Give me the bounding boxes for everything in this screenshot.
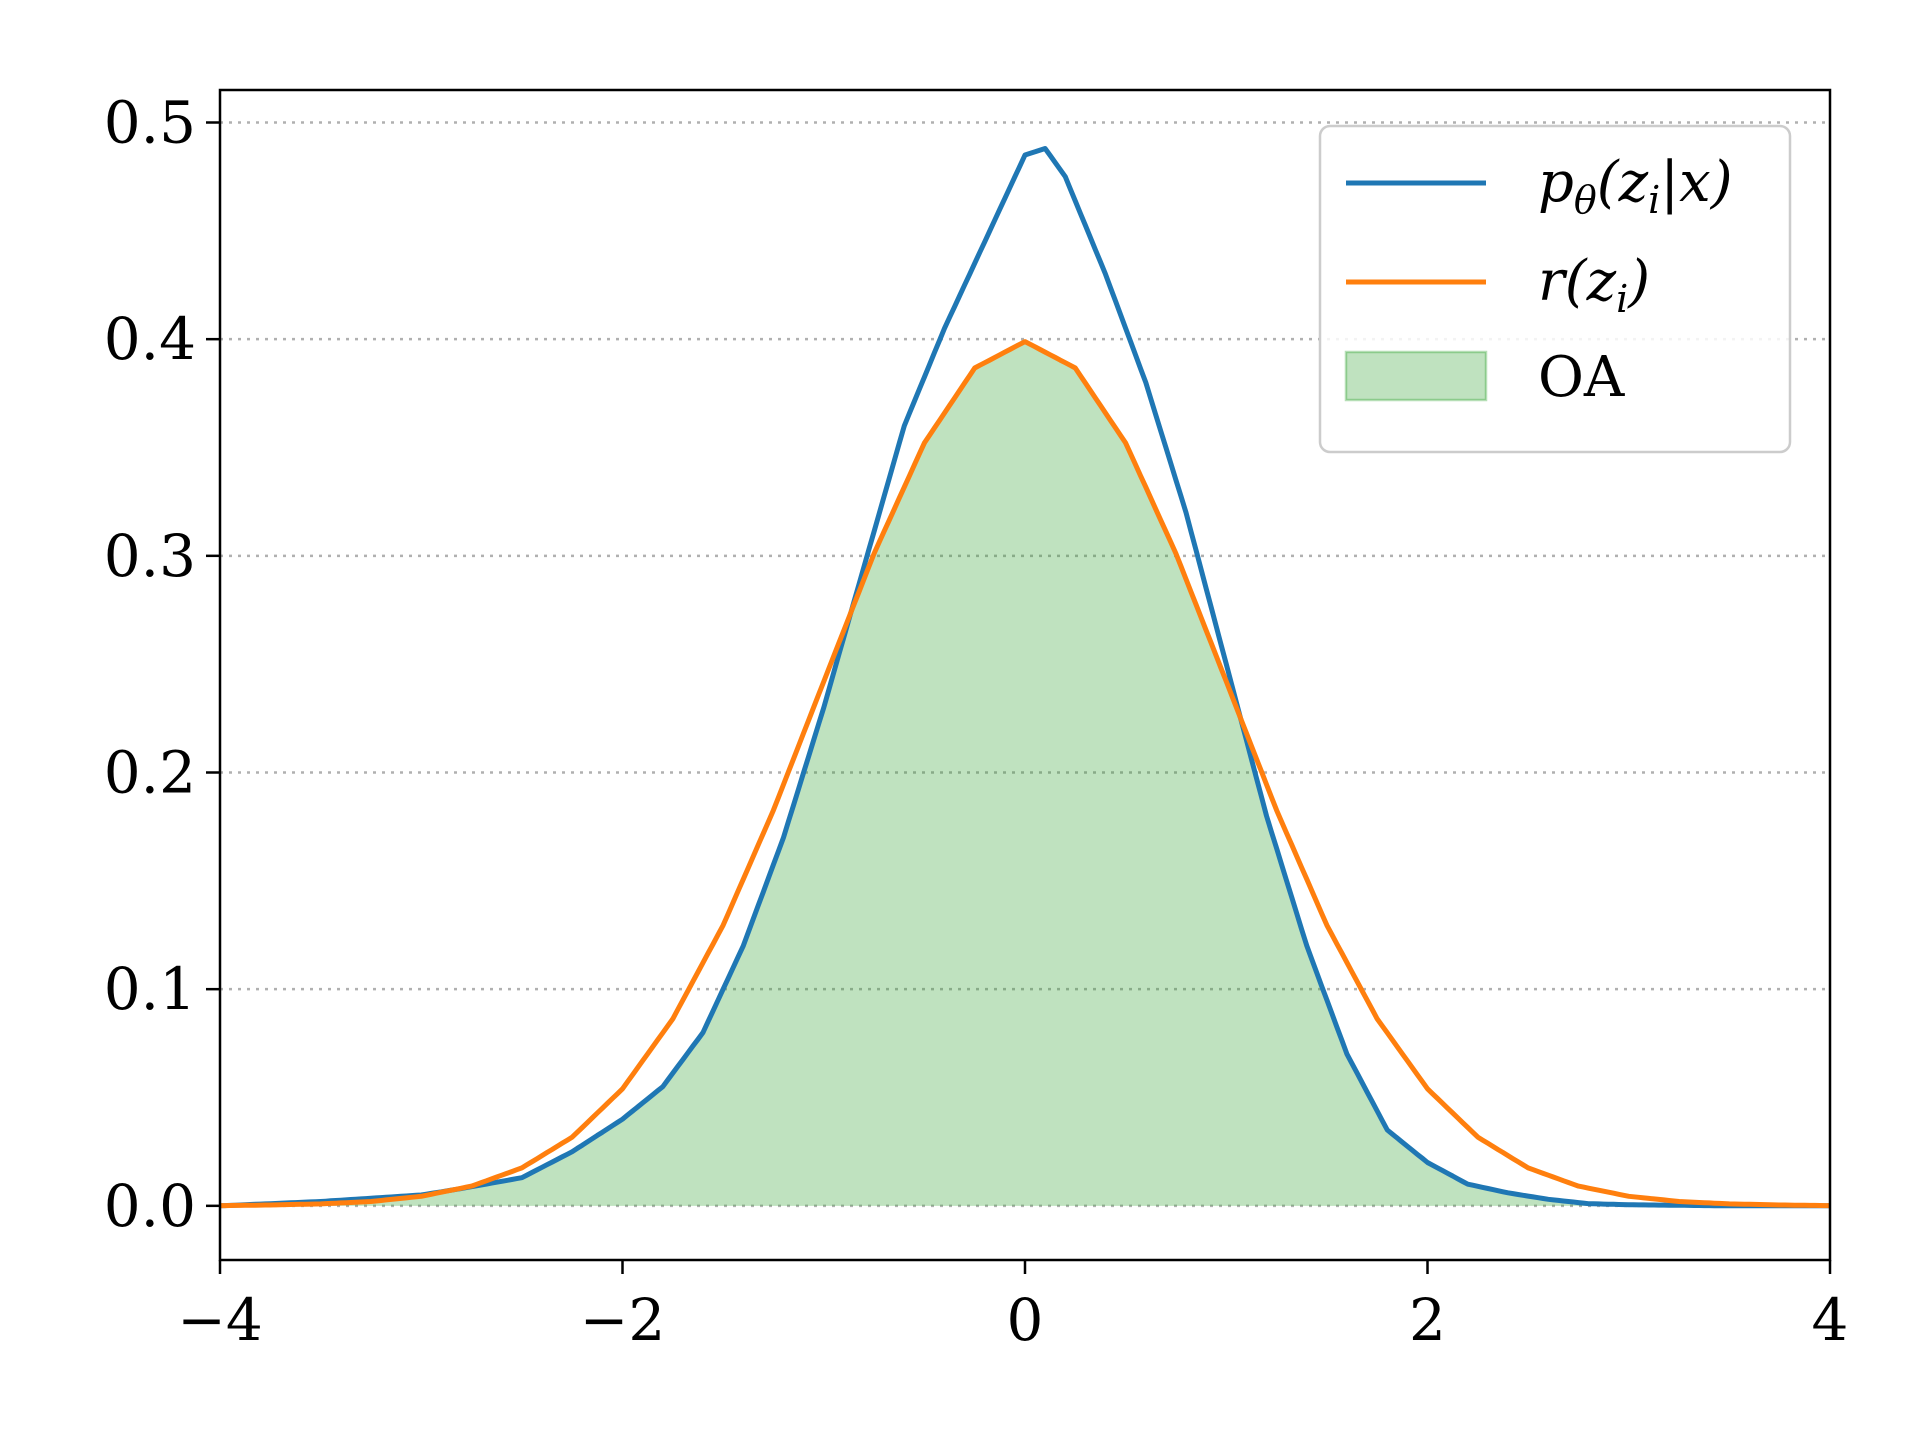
legend-swatch-fill	[1344, 350, 1488, 402]
y-tick-label-1: 0.1	[104, 955, 196, 1023]
series-line-r	[220, 339, 1830, 1209]
series-line-p-theta	[219, 146, 1830, 1209]
x-axis-ticks: −4 −2 0 2 4	[177, 1260, 1848, 1354]
overlap-area-layer	[220, 341, 1830, 1206]
y-tick-label-4: 0.4	[104, 305, 196, 373]
legend-label-1: r(zi)	[1538, 249, 1650, 321]
legend-label-0: pθ(zi|x)	[1538, 150, 1733, 222]
x-tick-label-3: 2	[1409, 1286, 1446, 1354]
y-tick-label-5: 0.5	[104, 89, 196, 157]
x-tick-label-4: 4	[1812, 1286, 1849, 1354]
legend-box	[1318, 124, 1792, 454]
x-tick-label-1: −2	[580, 1286, 666, 1354]
y-tick-label-2: 0.2	[104, 739, 196, 807]
x-tick-label-2: 0	[1007, 1286, 1044, 1354]
y-axis-ticks: 0.0 0.1 0.2 0.3 0.4 0.5	[104, 89, 220, 1240]
series-lines-layer	[219, 146, 1830, 1209]
legend-label-fill: OA	[1538, 345, 1625, 410]
y-tick-label-0: 0.0	[104, 1172, 196, 1240]
overlap-area	[220, 341, 1830, 1206]
y-tick-label-3: 0.3	[104, 522, 196, 590]
x-tick-label-0: −4	[177, 1286, 263, 1354]
legend: pθ(zi|x) r(zi) OA	[1318, 124, 1792, 454]
